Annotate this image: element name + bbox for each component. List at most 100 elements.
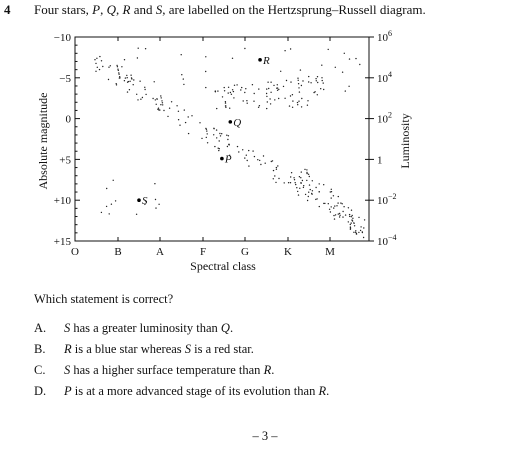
background-star: [110, 203, 113, 205]
option-b: B. R is a blue star whereas S is a red st…: [34, 342, 254, 357]
background-star: [321, 77, 323, 79]
background-star: [144, 48, 147, 50]
background-star: [348, 58, 351, 60]
background-star: [266, 101, 268, 103]
background-star: [213, 127, 215, 129]
background-star: [156, 98, 158, 100]
x-axis-label: Spectral class: [190, 259, 256, 273]
background-star: [99, 55, 101, 58]
background-star: [298, 100, 300, 102]
background-star: [245, 88, 247, 90]
background-star: [296, 101, 299, 104]
left-tick-label: −5: [59, 73, 71, 85]
background-star: [329, 191, 331, 193]
background-star: [317, 81, 319, 84]
background-star: [155, 207, 157, 209]
background-star: [276, 89, 279, 92]
option-letter: C.: [34, 363, 46, 377]
background-star: [358, 231, 360, 234]
background-star: [348, 213, 351, 216]
background-star: [228, 144, 230, 146]
background-star: [218, 149, 220, 152]
background-star: [236, 84, 238, 86]
background-star: [288, 105, 291, 107]
background-star: [157, 107, 160, 109]
background-star: [275, 166, 278, 169]
background-star: [246, 102, 248, 104]
background-star: [160, 104, 162, 106]
background-star: [100, 60, 103, 62]
background-star: [299, 187, 301, 189]
background-star: [316, 198, 318, 200]
background-star: [290, 81, 292, 83]
right-tick-label: 104: [377, 70, 392, 85]
background-star: [296, 187, 298, 189]
background-star: [337, 213, 339, 215]
background-star: [154, 99, 156, 101]
background-star: [231, 57, 234, 59]
background-star: [291, 94, 294, 96]
background-star: [140, 98, 142, 100]
star-label-r: R: [262, 55, 270, 67]
background-star: [342, 216, 344, 218]
background-star: [337, 202, 339, 204]
background-star: [344, 214, 347, 216]
background-star: [275, 181, 277, 184]
background-star: [227, 135, 230, 137]
background-star: [219, 135, 222, 137]
labeled-star-q: [228, 120, 233, 124]
background-star: [277, 165, 279, 167]
background-star: [177, 110, 180, 113]
background-star: [330, 197, 332, 199]
background-star: [216, 107, 218, 110]
background-star: [293, 179, 296, 181]
background-star: [349, 226, 352, 228]
background-star: [339, 214, 341, 216]
background-star: [334, 214, 337, 216]
background-star: [315, 78, 317, 80]
star-label-q: Q: [233, 117, 241, 129]
background-star: [107, 78, 110, 81]
background-star: [219, 132, 221, 135]
background-star: [268, 87, 270, 90]
background-star: [276, 87, 279, 89]
background-star: [297, 79, 299, 82]
option-text: S has a greater luminosity than Q.: [64, 321, 234, 335]
left-tick-label: +10: [54, 195, 72, 207]
background-star: [316, 94, 318, 96]
right-axis: 106 104 102 1 10−2 10−4: [365, 29, 397, 248]
background-star: [230, 93, 233, 96]
background-star: [302, 186, 305, 189]
background-star: [289, 48, 292, 50]
left-tick-label: +5: [59, 154, 71, 166]
background-star: [267, 81, 269, 83]
background-star: [266, 95, 268, 98]
right-tick-label: 10−4: [377, 233, 397, 248]
background-star: [161, 100, 163, 102]
background-star: [334, 66, 336, 69]
background-star: [129, 80, 131, 83]
background-star: [108, 213, 110, 215]
background-star: [227, 138, 229, 141]
left-tick-label: 0: [66, 114, 72, 126]
background-star: [307, 195, 309, 198]
background-star: [224, 101, 227, 103]
background-star: [315, 198, 317, 201]
background-star: [276, 84, 278, 86]
background-star: [128, 89, 131, 91]
option-letter: B.: [34, 342, 46, 356]
background-star: [270, 91, 272, 94]
background-star: [115, 84, 118, 86]
background-star: [353, 222, 355, 224]
background-star: [226, 134, 228, 136]
background-star: [159, 109, 161, 111]
background-star: [215, 129, 218, 131]
background-star: [137, 99, 139, 101]
background-star: [158, 203, 160, 205]
background-star: [330, 191, 333, 193]
question-prompt: Which statement is correct?: [34, 292, 174, 306]
background-star: [270, 81, 272, 83]
background-star: [301, 97, 303, 100]
background-star: [135, 213, 138, 215]
